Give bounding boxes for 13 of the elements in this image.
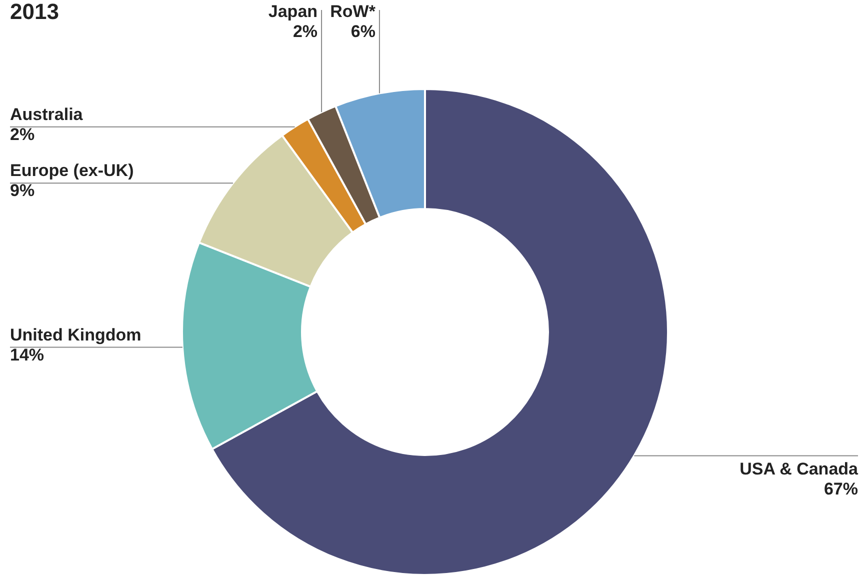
data-label: 2% — [10, 124, 35, 144]
slice-label: RoW* — [330, 2, 376, 21]
slice-label: Australia — [10, 104, 84, 124]
data-label: 14% — [10, 345, 44, 364]
data-label: 67% — [824, 480, 858, 499]
slice-label: Japan — [268, 2, 318, 21]
slice-label: Europe (ex-UK) — [10, 161, 134, 180]
data-label: 2% — [292, 22, 318, 41]
slice-label: USA & Canada — [740, 460, 859, 479]
data-label: 6% — [350, 22, 376, 41]
chart-title: 2013 — [10, 0, 59, 24]
slice-label: United Kingdom — [10, 325, 142, 344]
data-label: 9% — [10, 181, 35, 200]
